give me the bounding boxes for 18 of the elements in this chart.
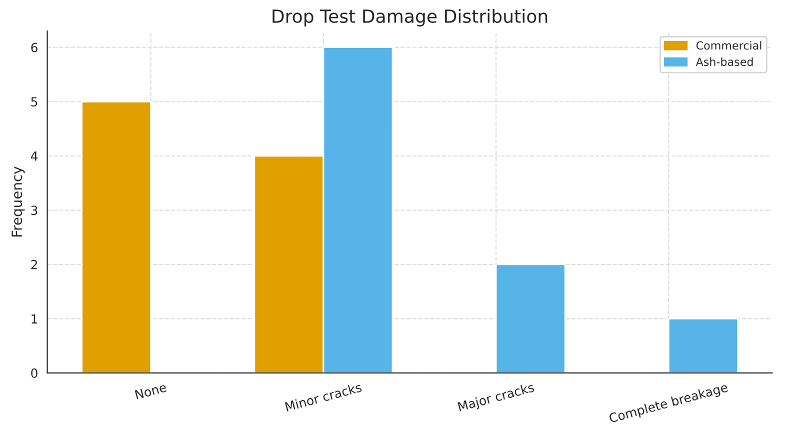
bar	[668, 318, 738, 373]
x-tick-label: None	[134, 382, 167, 400]
y-tick-label: 2	[31, 260, 37, 270]
legend-label: Commercial	[696, 41, 762, 50]
bar	[81, 100, 152, 373]
bar	[495, 264, 566, 373]
chart-title: Drop Test Damage Distribution	[272, 9, 548, 26]
y-axis-title: Frequency	[12, 166, 25, 237]
legend-label: Ash-based	[696, 57, 753, 66]
x-tick-label: Minor cracks	[284, 382, 362, 412]
y-tick-label: 5	[31, 97, 38, 107]
y-tick-label: 3	[31, 206, 38, 216]
y-tick-label: 4	[30, 152, 38, 161]
x-tick-label: Complete breakage	[608, 382, 729, 426]
y-tick-label: 0	[31, 368, 38, 378]
y-tick-label: 1	[32, 314, 38, 324]
y-tick-label: 6	[31, 42, 38, 52]
x-tick-label: Major cracks	[458, 382, 536, 414]
